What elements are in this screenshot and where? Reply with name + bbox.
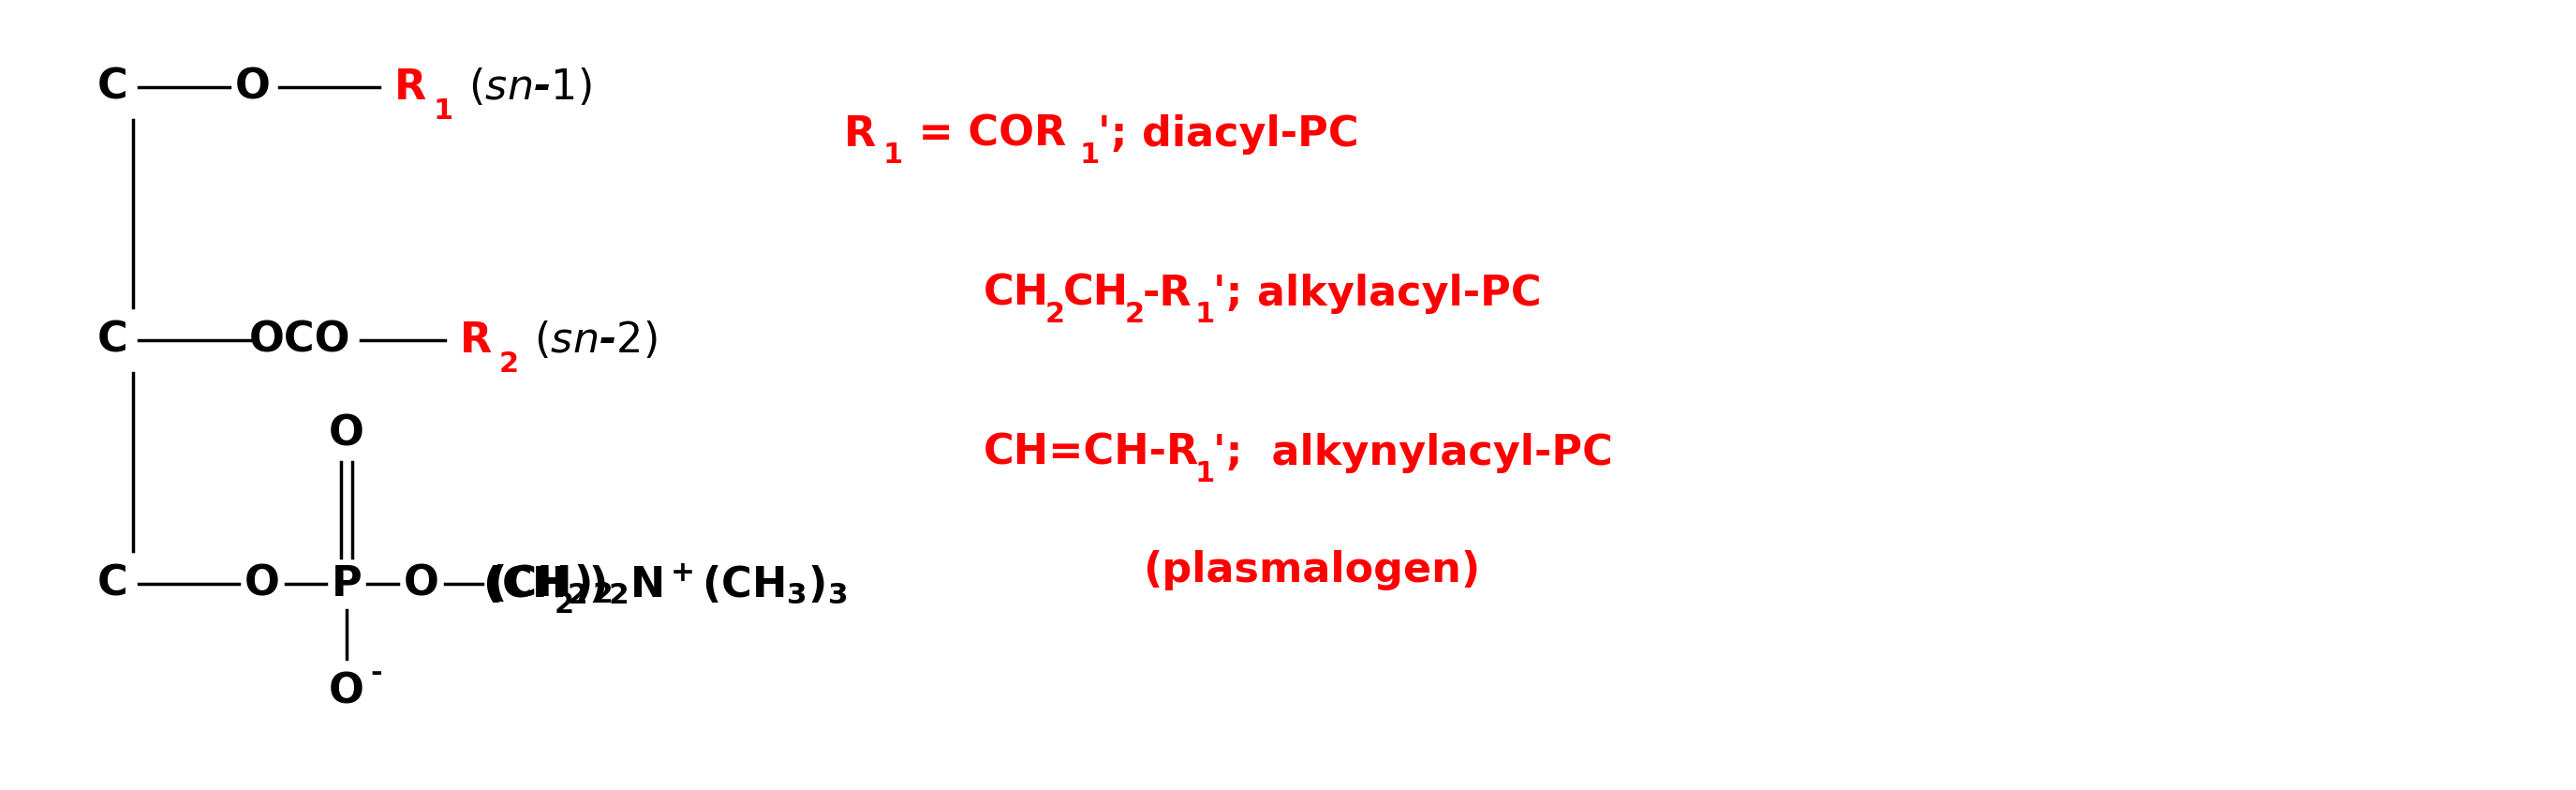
Text: CH: CH — [984, 273, 1048, 314]
Text: C: C — [98, 320, 129, 360]
Text: CH=CH-R: CH=CH-R — [984, 432, 1200, 472]
Text: $\mathbf{1}$: $\mathbf{1}$ — [433, 97, 453, 124]
Text: 2: 2 — [554, 591, 574, 618]
Text: )$_{\mathbf{2}}$: )$_{\mathbf{2}}$ — [574, 562, 613, 605]
Text: $\mathbf{R}$: $\mathbf{R}$ — [459, 320, 492, 360]
Text: -R: -R — [1144, 273, 1193, 314]
Text: O: O — [404, 564, 440, 604]
Text: $\mathbf{2}$: $\mathbf{2}$ — [1123, 300, 1144, 328]
Text: $\mathbf{R}$: $\mathbf{R}$ — [842, 114, 876, 154]
Text: $(sn$-$1)$: $(sn$-$1)$ — [453, 66, 592, 107]
Text: O: O — [330, 672, 363, 712]
Text: O: O — [234, 67, 270, 107]
Text: ';  alkynylacyl-PC: '; alkynylacyl-PC — [1213, 432, 1613, 472]
Text: $\mathbf{1}$: $\mathbf{1}$ — [1195, 460, 1213, 487]
Text: $\mathbf{(CH_2)_2N^+(CH_3)_3}$: $\mathbf{(CH_2)_2N^+(CH_3)_3}$ — [482, 562, 848, 606]
Text: $\mathbf{2}$: $\mathbf{2}$ — [497, 350, 518, 377]
Text: OCO: OCO — [250, 320, 350, 360]
Text: P: P — [332, 564, 361, 604]
Text: O: O — [330, 414, 363, 454]
Text: '; diacyl-PC: '; diacyl-PC — [1097, 114, 1360, 154]
Text: = COR: = COR — [904, 114, 1066, 154]
Text: (plasmalogen): (plasmalogen) — [1144, 550, 1481, 590]
Text: -: - — [371, 660, 381, 687]
Text: (CH: (CH — [487, 564, 572, 604]
Text: $\mathbf{2}$: $\mathbf{2}$ — [1043, 300, 1064, 328]
Text: '; alkylacyl-PC: '; alkylacyl-PC — [1213, 273, 1540, 314]
Text: C: C — [98, 564, 129, 604]
Text: C: C — [98, 67, 129, 107]
Text: $\mathbf{R}$: $\mathbf{R}$ — [394, 67, 428, 107]
Text: $\mathbf{1}$: $\mathbf{1}$ — [1079, 141, 1100, 168]
Text: O: O — [245, 564, 281, 604]
Text: $\mathbf{1}$: $\mathbf{1}$ — [884, 141, 902, 168]
Text: $\mathbf{1}$: $\mathbf{1}$ — [1195, 300, 1213, 328]
Text: $(sn$-$2)$: $(sn$-$2)$ — [520, 320, 657, 361]
Text: CH: CH — [1064, 273, 1128, 314]
